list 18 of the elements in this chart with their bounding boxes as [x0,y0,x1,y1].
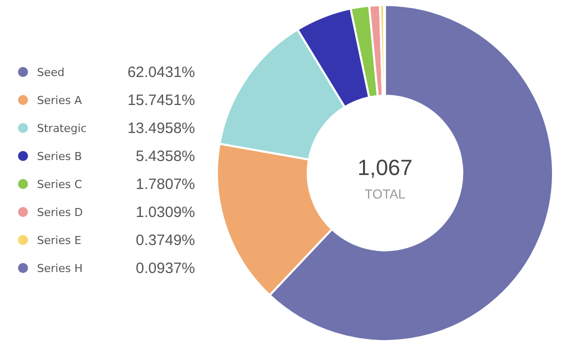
legend-label: Series C [37,178,84,190]
legend-label: Series B [37,150,83,162]
data-label: 0.0937% [134,260,195,276]
data-label: 15.7451% [126,92,195,108]
legend-label: Series H [37,262,84,274]
legend-label: Series D [37,206,84,218]
data-label: 5.4358% [134,148,195,164]
data-label: 0.3749% [134,232,195,248]
text: TOTAL [364,186,406,202]
legend-label: Strategic [37,122,88,134]
legend-label: Seed [37,66,66,78]
text: 1,067 [357,155,413,180]
data-label: 1.7807% [134,176,195,192]
data-label: 62.0431% [126,64,195,80]
data-label: 1.0309% [134,204,195,220]
legend-label: Series E [37,234,82,246]
legend-label: Series A [37,94,83,106]
data-label: 13.4958% [126,120,195,136]
